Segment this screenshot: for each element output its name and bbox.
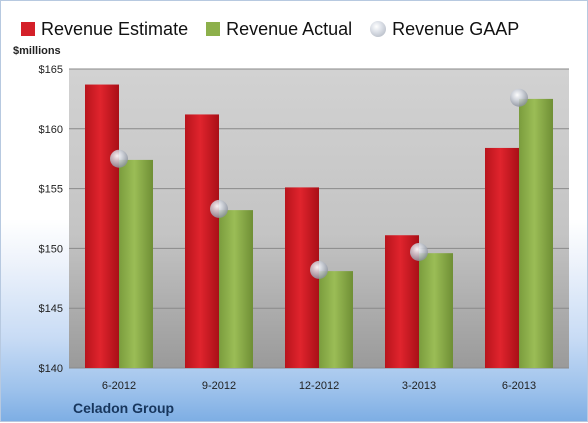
company-name: Celadon Group — [73, 400, 175, 416]
legend-swatch-estimate — [21, 22, 35, 36]
gaap-points — [110, 88, 528, 279]
y-tick-label: $140 — [39, 363, 63, 375]
legend-item-estimate: Revenue Estimate — [21, 19, 188, 40]
legend-swatch-gaap — [370, 21, 387, 37]
legend-label-gaap: Revenue GAAP — [392, 18, 520, 39]
x-tick-label: 12-2012 — [299, 380, 339, 392]
bar-revenue-actual — [219, 210, 253, 368]
point-revenue-gaap — [410, 242, 428, 261]
legend-label-actual: Revenue Actual — [226, 18, 353, 39]
point-revenue-gaap — [110, 149, 128, 168]
bar-revenue-actual — [519, 98, 553, 369]
bar-revenue-estimate — [185, 114, 219, 368]
legend-item-actual: Revenue Actual — [206, 19, 352, 40]
point-revenue-gaap — [510, 88, 528, 107]
legend-swatch-actual — [206, 22, 221, 36]
point-revenue-gaap — [210, 199, 228, 218]
y-tick-label: $165 — [39, 64, 63, 76]
y-tick-label: $155 — [39, 184, 63, 196]
y-tick-label: $150 — [39, 243, 63, 255]
bar-revenue-actual — [319, 271, 353, 368]
y-axis-unit-label: $millions — [13, 45, 61, 57]
bar-revenue-estimate — [485, 147, 519, 368]
bar-revenue-actual — [419, 253, 453, 368]
y-axis-tick-labels: $140 $145 $150 $155 $160 $165 — [39, 64, 63, 375]
legend-label-estimate: Revenue Estimate — [41, 18, 189, 39]
bar-revenue-actual — [119, 159, 153, 368]
x-tick-label: 3-2013 — [402, 380, 436, 392]
bar-revenue-estimate — [285, 187, 319, 368]
x-tick-label: 9-2012 — [202, 380, 236, 392]
bars — [85, 84, 553, 369]
point-revenue-gaap — [310, 260, 328, 279]
x-tick-label: 6-2013 — [502, 380, 536, 392]
legend: Revenue Estimate Revenue Actual Revenue … — [11, 15, 577, 43]
legend-item-gaap: Revenue GAAP — [370, 19, 519, 40]
x-tick-label: 6-2012 — [102, 380, 136, 392]
x-axis-tick-labels: 6-2012 9-2012 12-2012 3-2013 6-2013 — [102, 380, 536, 392]
y-tick-label: $145 — [39, 303, 63, 315]
bar-revenue-estimate — [85, 84, 119, 368]
y-tick-label: $160 — [39, 124, 63, 136]
